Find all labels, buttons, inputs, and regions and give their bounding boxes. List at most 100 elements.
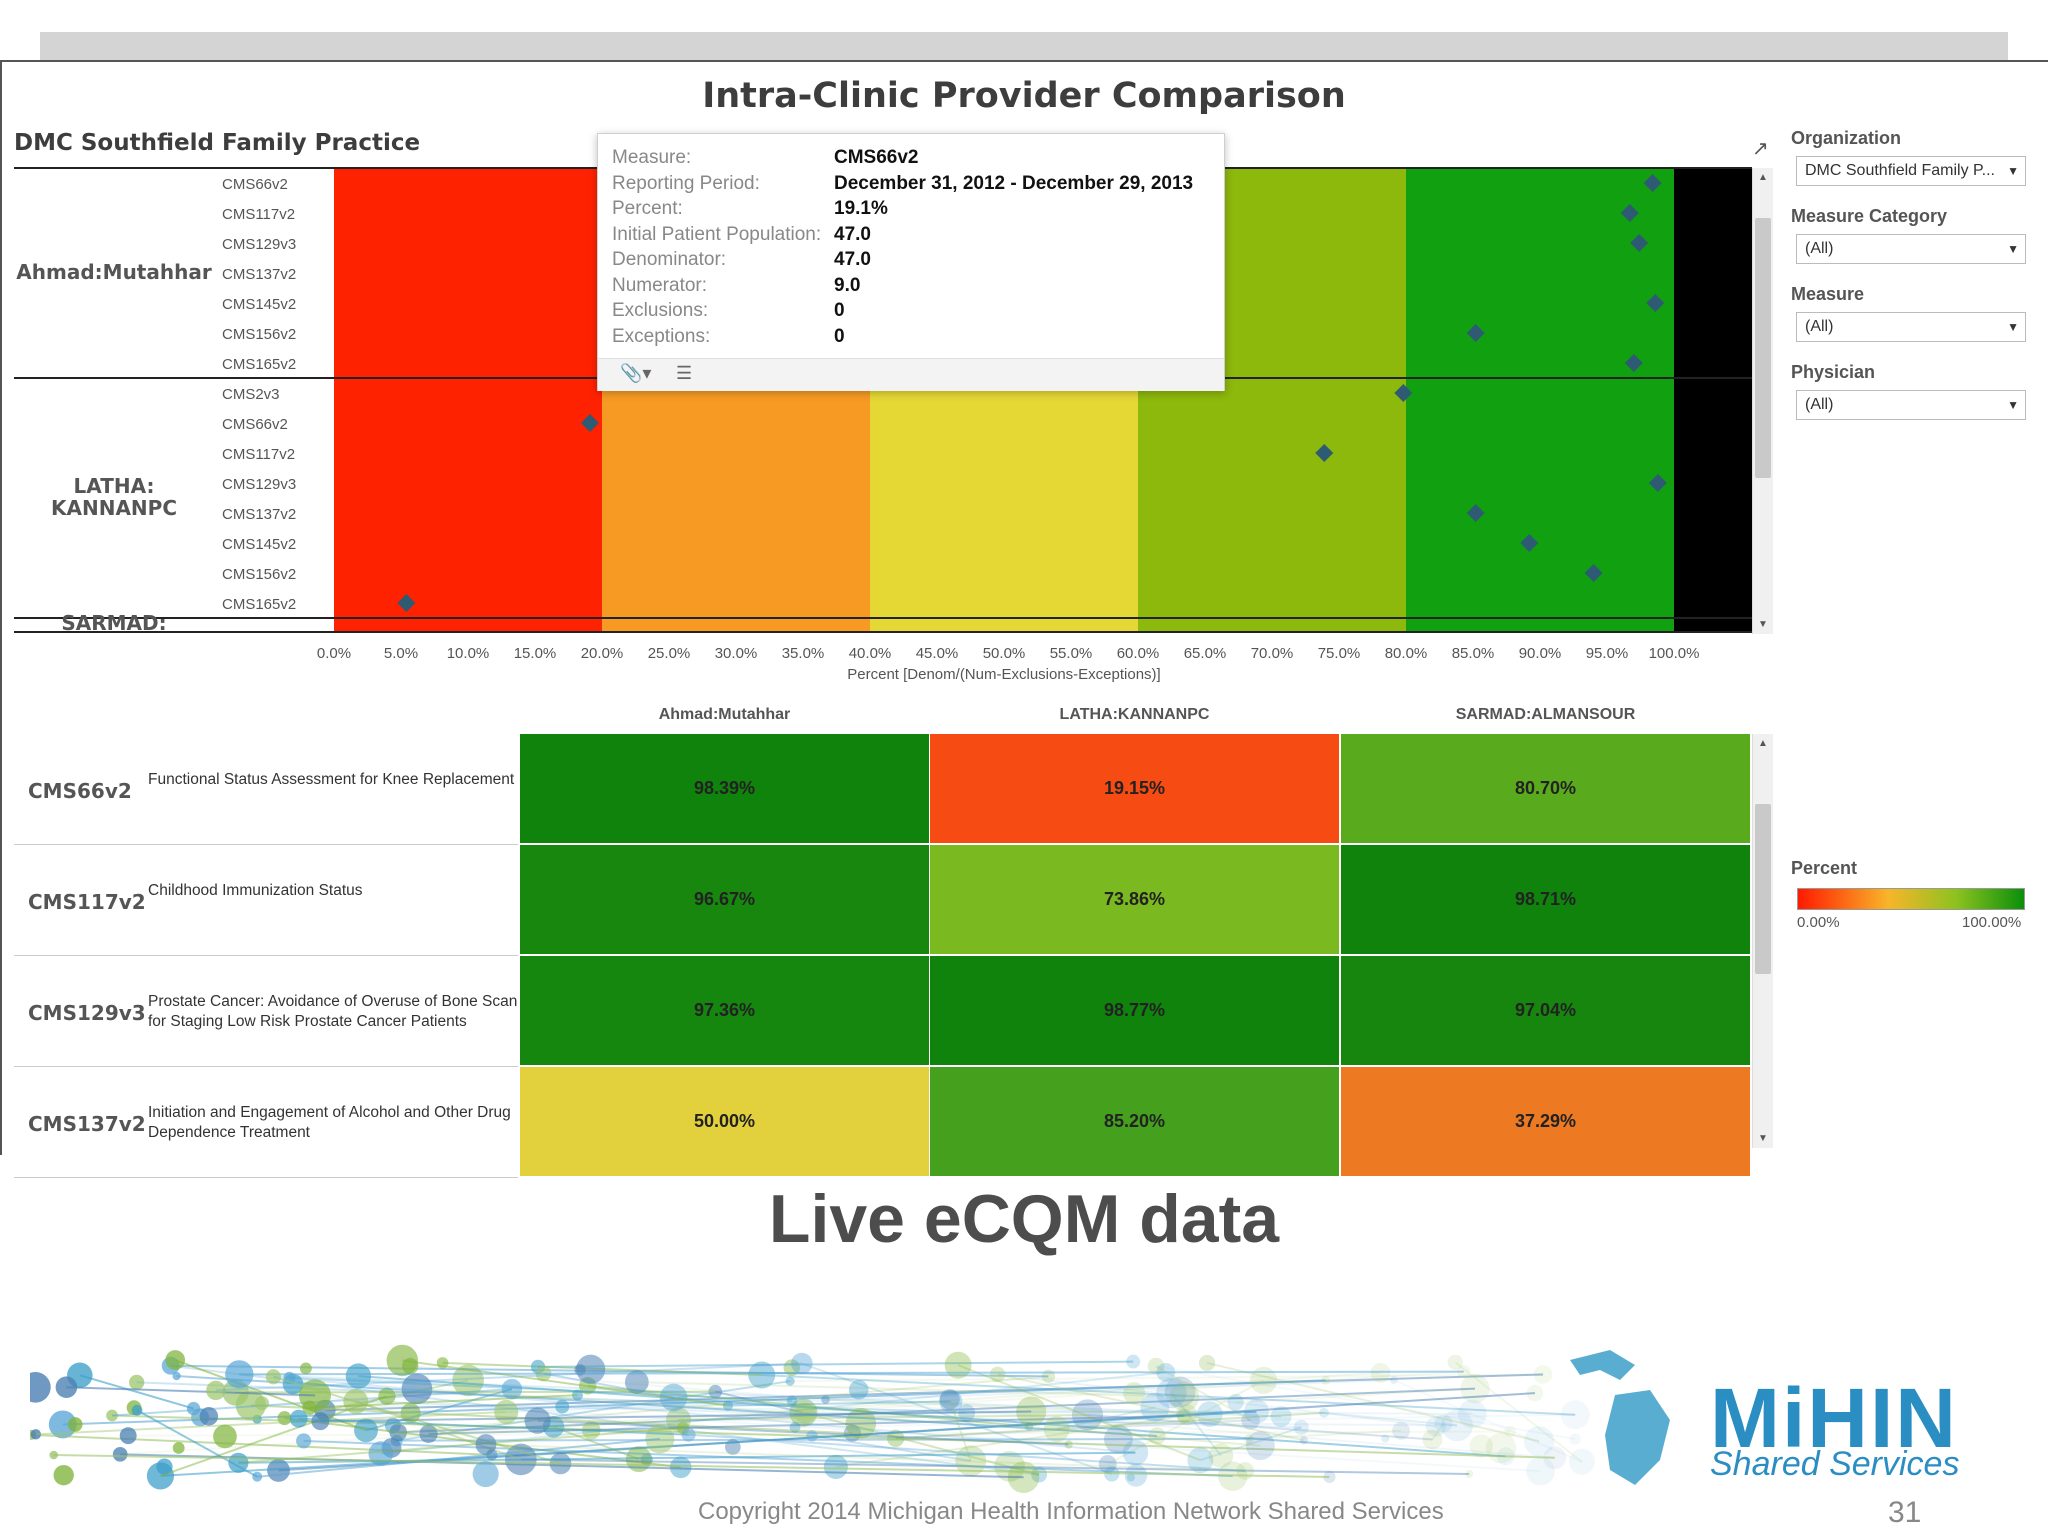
- chevron-down-icon: ▼: [2007, 320, 2019, 334]
- network-link: [128, 1430, 1511, 1437]
- paperclip-icon[interactable]: 📎▾: [620, 363, 652, 383]
- heatmap-cell[interactable]: 98.71%: [1341, 845, 1750, 954]
- network-node: [289, 1409, 308, 1428]
- organization-select[interactable]: DMC Southfield Family P... ▼: [1796, 156, 2026, 186]
- network-link: [1248, 1429, 1402, 1440]
- x-tick-label: 80.0%: [1385, 645, 1428, 662]
- external-link-icon[interactable]: ↗: [1752, 138, 1769, 160]
- heatmap-cell[interactable]: 19.15%: [930, 734, 1339, 843]
- network-node: [1457, 1399, 1487, 1429]
- x-tick-label: 25.0%: [648, 645, 691, 662]
- network-link: [176, 1375, 1158, 1438]
- measure-label: Measure: [1791, 284, 1865, 304]
- network-node: [794, 1402, 816, 1424]
- scroll-up-icon[interactable]: ▲: [1758, 172, 1768, 183]
- network-node: [1169, 1381, 1200, 1412]
- chart-scrollbar[interactable]: ▲ ▼: [1752, 168, 1773, 634]
- network-node: [213, 1424, 237, 1449]
- network-node: [1241, 1410, 1260, 1430]
- network-node: [1122, 1439, 1149, 1466]
- heatmap-measure-description: Childhood Immunization Status: [148, 882, 363, 899]
- tooltip-key: Initial Patient Population:: [612, 223, 822, 245]
- tooltip-toolbar: 📎▾ ☰: [598, 358, 1224, 391]
- network-link: [79, 1374, 194, 1410]
- chevron-down-icon: ▼: [2007, 398, 2019, 412]
- legend-min: 0.00%: [1797, 914, 1840, 931]
- heatmap-cell[interactable]: 37.29%: [1341, 1067, 1750, 1176]
- tooltip-row: Exclusions: 0: [612, 299, 845, 323]
- measure-row-label: CMS66v2: [222, 176, 288, 193]
- network-node: [789, 1398, 818, 1427]
- measure-select[interactable]: (All) ▼: [1796, 312, 2026, 342]
- tooltip-row: Percent: 19.1%: [612, 197, 888, 221]
- heatmap-scrollbar[interactable]: ▲ ▼: [1752, 734, 1773, 1148]
- heatmap-cell[interactable]: 85.20%: [930, 1067, 1339, 1176]
- mihin-logo-subtext: Shared Services: [1710, 1445, 1960, 1483]
- network-link: [825, 1398, 1187, 1416]
- network-node: [1156, 1377, 1187, 1409]
- network-node: [225, 1360, 254, 1389]
- network-node: [848, 1379, 869, 1400]
- scroll-down-icon[interactable]: ▼: [1758, 619, 1768, 630]
- network-link: [543, 1372, 674, 1399]
- network-node: [299, 1362, 312, 1375]
- measure-row-label: CMS156v2: [222, 326, 296, 343]
- measure-category-value: (All): [1805, 240, 1834, 257]
- heatmap-cell[interactable]: 98.77%: [930, 956, 1339, 1065]
- network-node: [296, 1433, 312, 1449]
- heatmap-cell[interactable]: 80.70%: [1341, 734, 1750, 843]
- tooltip-value: CMS66v2: [834, 147, 919, 168]
- tooltip-row: Reporting Period: December 31, 2012 - Dec…: [612, 172, 1193, 196]
- network-node: [821, 1395, 830, 1405]
- measure-row-label: CMS156v2: [222, 566, 296, 583]
- heatmap-cell[interactable]: 50.00%: [520, 1067, 929, 1176]
- network-node: [1425, 1416, 1447, 1437]
- network-node: [48, 1410, 77, 1439]
- tooltip-value: December 31, 2012 - December 29, 2013: [834, 172, 1194, 194]
- network-node: [1147, 1357, 1165, 1375]
- scroll-up-icon[interactable]: ▲: [1758, 738, 1768, 749]
- network-node: [576, 1354, 606, 1384]
- network-link: [273, 1375, 561, 1465]
- network-link: [587, 1384, 1029, 1428]
- x-tick-label: 20.0%: [581, 645, 624, 662]
- network-node: [1243, 1433, 1254, 1444]
- measure-category-select[interactable]: (All) ▼: [1796, 234, 2026, 264]
- x-axis-label: Percent [Denom/(Num-Exclusions-Exception…: [847, 666, 1160, 683]
- network-node: [791, 1352, 813, 1375]
- x-tick-label: 85.0%: [1452, 645, 1495, 662]
- network-node: [1457, 1365, 1471, 1379]
- network-link: [239, 1373, 1282, 1418]
- heatmap-cell[interactable]: 98.39%: [520, 734, 929, 843]
- network-link: [320, 1410, 1032, 1423]
- network-node: [989, 1366, 1006, 1383]
- measure-row-label: CMS129v3: [222, 476, 296, 493]
- tooltip-row: Initial Patient Population: 47.0: [612, 223, 871, 247]
- network-node: [354, 1418, 378, 1443]
- scroll-down-icon[interactable]: ▼: [1758, 1133, 1768, 1144]
- network-node: [254, 1396, 269, 1411]
- network-node: [994, 1451, 1025, 1482]
- heatmap-measure-code: CMS129v3: [28, 1001, 146, 1025]
- heatmap-cell[interactable]: 97.04%: [1341, 956, 1750, 1065]
- network-node: [955, 1445, 987, 1477]
- heatmap-col-header: LATHA:KANNANPC: [1059, 706, 1210, 723]
- heatmap-cell[interactable]: 97.36%: [520, 956, 929, 1065]
- network-node: [119, 1427, 137, 1445]
- network-link: [957, 1364, 1201, 1462]
- heatmap-scroll-thumb[interactable]: [1755, 804, 1771, 974]
- heatmap-cell[interactable]: 73.86%: [930, 845, 1339, 954]
- network-node: [53, 1464, 74, 1486]
- heatmap-measure-description: Initiation and Engagement of Alcohol and…: [148, 1104, 511, 1141]
- network-node: [944, 1351, 972, 1379]
- network-node: [501, 1378, 523, 1400]
- data-point: [1620, 204, 1639, 222]
- physician-select[interactable]: (All) ▼: [1796, 390, 2026, 420]
- heatmap-measure-code: CMS66v2: [28, 779, 132, 803]
- network-link: [801, 1362, 1113, 1475]
- view-data-icon[interactable]: ☰: [676, 363, 693, 383]
- network-link: [537, 1419, 1069, 1446]
- chart-scroll-thumb[interactable]: [1755, 218, 1771, 478]
- tooltip-key: Measure:: [612, 147, 692, 168]
- heatmap-cell[interactable]: 96.67%: [520, 845, 929, 954]
